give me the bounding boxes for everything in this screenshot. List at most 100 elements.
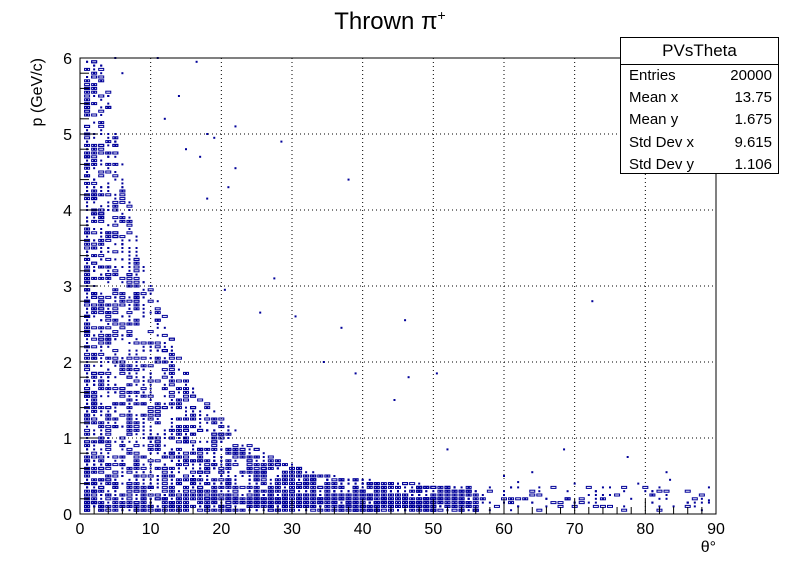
data-point	[368, 501, 371, 504]
data-point	[107, 376, 110, 379]
data-point	[128, 372, 131, 375]
data-point	[227, 475, 230, 477]
data-point	[107, 155, 110, 158]
data-point	[107, 224, 110, 227]
data-point	[185, 478, 187, 481]
data-point	[474, 505, 477, 508]
data-point	[239, 501, 246, 505]
data-point	[128, 285, 131, 287]
data-point	[573, 482, 576, 485]
data-point	[192, 410, 195, 413]
data-point	[402, 482, 409, 486]
data-point	[253, 501, 260, 505]
data-point	[411, 505, 414, 508]
data-point	[100, 380, 103, 382]
data-point	[147, 406, 154, 410]
data-point	[651, 501, 654, 504]
data-point	[177, 437, 180, 439]
data-point	[382, 494, 385, 496]
data-point	[93, 383, 96, 386]
data-point	[503, 490, 505, 493]
data-point	[86, 380, 89, 382]
data-point	[86, 475, 89, 477]
data-point	[86, 463, 89, 466]
data-point	[107, 418, 110, 420]
data-point	[220, 482, 223, 485]
data-point	[312, 494, 315, 496]
data-point	[98, 440, 105, 444]
data-point	[168, 379, 175, 383]
data-point	[100, 326, 103, 329]
data-point	[262, 463, 265, 466]
data-point	[269, 463, 272, 466]
data-point	[142, 345, 145, 348]
data-point	[98, 333, 105, 337]
x-tick-label: 60	[495, 521, 513, 538]
data-point	[135, 486, 138, 489]
data-point	[86, 60, 89, 63]
data-point	[241, 494, 244, 496]
data-point	[112, 231, 119, 235]
data-point	[170, 471, 173, 474]
data-point	[163, 433, 166, 436]
data-point	[140, 341, 147, 345]
data-point	[107, 395, 110, 398]
data-point	[211, 432, 218, 436]
data-point	[368, 497, 371, 500]
data-point	[105, 482, 112, 486]
data-point	[100, 258, 103, 261]
data-point	[135, 395, 138, 398]
data-point	[281, 501, 288, 505]
data-point	[91, 406, 98, 410]
data-point	[112, 216, 119, 220]
data-point	[91, 60, 98, 64]
data-point	[107, 144, 110, 147]
data-point	[114, 266, 117, 268]
data-point	[206, 482, 209, 485]
data-point	[508, 501, 515, 505]
data-point	[333, 497, 336, 500]
data-point	[404, 501, 407, 504]
data-point	[658, 497, 661, 500]
data-point	[100, 402, 103, 405]
data-point	[592, 504, 599, 508]
data-point	[119, 193, 126, 197]
data-point	[105, 444, 112, 448]
data-point	[170, 467, 173, 470]
data-point	[86, 478, 89, 481]
data-point	[185, 418, 187, 420]
data-point	[112, 303, 119, 307]
data-point	[86, 456, 89, 458]
data-point	[411, 494, 414, 496]
data-point	[234, 501, 237, 504]
stats-value: 20000	[730, 67, 772, 84]
data-point	[248, 448, 251, 451]
data-point	[84, 501, 91, 505]
data-point	[227, 433, 230, 436]
data-point	[114, 486, 117, 489]
data-point	[298, 509, 301, 512]
data-point	[366, 482, 373, 486]
data-point	[128, 307, 131, 310]
data-point	[121, 334, 124, 337]
data-point	[142, 418, 145, 420]
stats-value: 1.106	[734, 155, 772, 173]
data-point	[177, 482, 180, 485]
data-point	[291, 475, 293, 477]
data-point	[220, 486, 223, 489]
data-point	[126, 493, 133, 497]
data-point	[435, 372, 438, 375]
data-point	[93, 505, 96, 508]
data-point	[439, 501, 442, 504]
data-point	[333, 505, 336, 508]
data-point	[246, 463, 253, 467]
data-point	[566, 497, 569, 500]
grid-lines	[80, 58, 716, 514]
data-point	[93, 433, 96, 436]
data-point	[177, 490, 180, 493]
data-point	[347, 497, 350, 500]
data-point	[98, 151, 105, 155]
data-point	[177, 452, 180, 455]
data-point	[105, 406, 112, 410]
data-point	[368, 509, 371, 512]
